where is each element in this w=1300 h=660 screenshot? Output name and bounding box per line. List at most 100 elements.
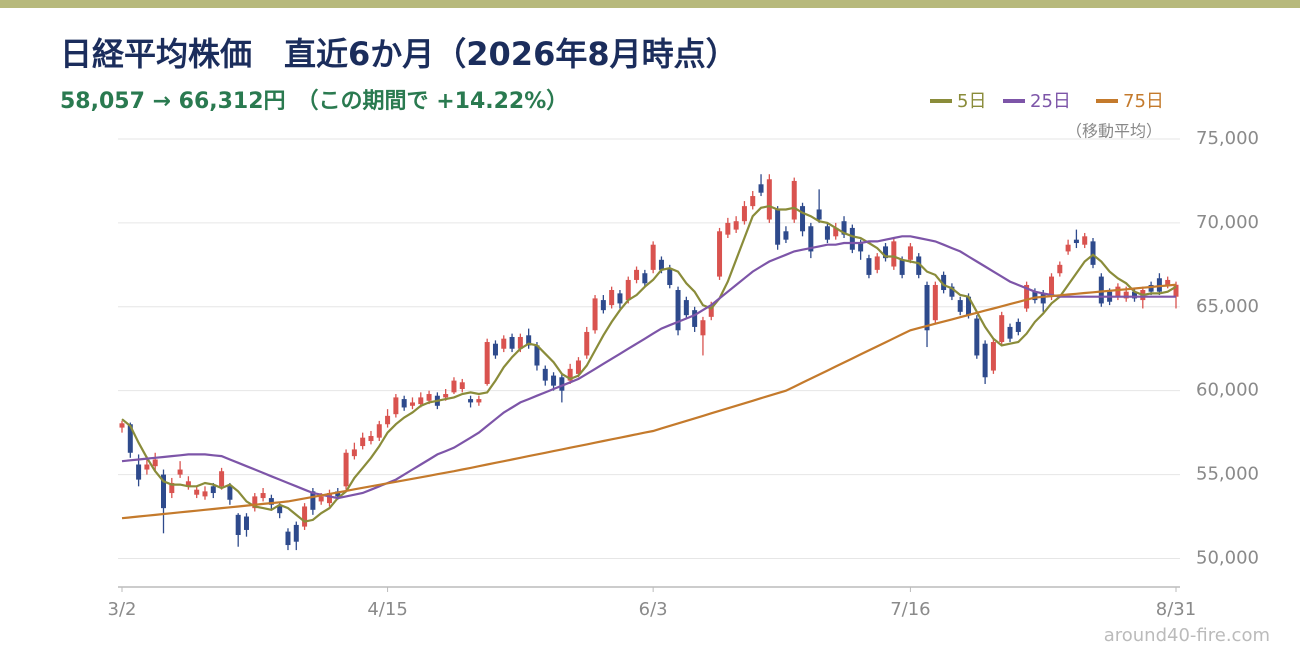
moving-average-line xyxy=(121,204,1177,523)
candle-body xyxy=(816,209,822,220)
candle-body xyxy=(1123,291,1129,299)
candle-body xyxy=(866,258,872,275)
legend-label: 75日 xyxy=(1123,91,1164,112)
candle-body xyxy=(667,268,673,285)
candle-body xyxy=(517,336,523,349)
x-tick-label: 7/16 xyxy=(890,599,930,620)
candle-body xyxy=(874,256,880,270)
candle-body xyxy=(609,290,615,306)
candle-body xyxy=(741,206,747,222)
candle-body xyxy=(451,380,457,393)
candle-body xyxy=(733,221,739,230)
candle-body xyxy=(1098,276,1104,304)
candle-body xyxy=(617,293,623,304)
candle-body xyxy=(750,196,756,207)
candle-body xyxy=(899,259,905,275)
candle-body xyxy=(1090,241,1096,265)
candle-body xyxy=(717,231,723,277)
candle-body xyxy=(152,459,158,467)
y-tick-label: 70,000 xyxy=(1196,212,1259,233)
candle-body xyxy=(941,274,947,291)
candle-body xyxy=(227,486,233,500)
candle-body xyxy=(1032,291,1038,301)
candle-body xyxy=(127,424,133,453)
candle-body xyxy=(1115,286,1121,297)
legend-label: 25日 xyxy=(1030,91,1071,112)
candle-body xyxy=(1040,293,1046,304)
candle-body xyxy=(501,338,507,349)
candle-body xyxy=(758,184,764,193)
candle-body xyxy=(708,306,714,317)
candle-body xyxy=(1049,276,1055,297)
candle-body xyxy=(326,493,332,504)
candle-body xyxy=(1015,321,1021,332)
candle-body xyxy=(675,290,681,331)
candle-body xyxy=(526,335,532,346)
candle-body xyxy=(584,331,590,356)
moving-average-line xyxy=(121,283,1177,520)
candle-body xyxy=(1024,284,1030,309)
candle-body xyxy=(692,310,698,327)
candle-body xyxy=(982,343,988,378)
candle-body xyxy=(775,209,781,245)
candle-body xyxy=(310,491,316,510)
candle-body xyxy=(949,286,955,297)
candle-body xyxy=(551,375,557,386)
candle-body xyxy=(409,402,415,406)
x-tick-label: 6/3 xyxy=(639,599,668,620)
candle-body xyxy=(725,222,731,235)
candle-body xyxy=(169,482,175,494)
candle-body xyxy=(974,318,980,356)
x-tick-label: 3/2 xyxy=(108,599,137,620)
candle-body xyxy=(575,360,581,374)
candle-body xyxy=(194,489,200,495)
candle-body xyxy=(426,394,432,401)
candle-body xyxy=(119,423,125,428)
candle-body xyxy=(883,246,889,259)
candle-body xyxy=(600,300,606,311)
candle-body xyxy=(791,180,797,220)
candle-body xyxy=(476,399,482,403)
candle-body xyxy=(385,415,391,425)
candle-body xyxy=(683,300,689,316)
y-tick-label: 55,000 xyxy=(1196,464,1259,485)
candle-body xyxy=(891,241,897,267)
y-tick-label: 60,000 xyxy=(1196,380,1259,401)
candle-body xyxy=(1132,291,1138,299)
candle-body xyxy=(318,496,324,502)
candle-body xyxy=(459,382,465,390)
candle-body xyxy=(658,259,664,270)
candle-body xyxy=(252,496,258,509)
candle-body xyxy=(219,471,225,487)
candle-body xyxy=(401,399,407,408)
candle-body xyxy=(343,452,349,487)
candle-body xyxy=(700,320,706,336)
candle-body xyxy=(235,514,241,535)
candle-body xyxy=(393,397,399,415)
candle-body xyxy=(210,486,216,494)
candle-body xyxy=(1173,284,1179,297)
candle-body xyxy=(484,342,490,384)
candle-body xyxy=(542,368,548,381)
y-tick-label: 75,000 xyxy=(1196,128,1259,149)
candle-body xyxy=(285,531,291,546)
candle-body xyxy=(642,273,648,284)
candle-body xyxy=(841,221,847,235)
candle-body xyxy=(1148,284,1154,292)
candle-body xyxy=(351,449,357,457)
watermark: around40-fire.com xyxy=(1104,625,1270,646)
chart-subtitle: 58,057 → 66,312円 （この期間で +14.22%） xyxy=(60,89,568,114)
x-tick-label: 4/15 xyxy=(367,599,407,620)
chart-title: 日経平均株価 直近6か月（2026年8月時点） xyxy=(60,35,738,73)
candle-body xyxy=(957,300,963,312)
candle-body xyxy=(160,474,166,509)
candle-body xyxy=(592,298,598,331)
candle-body xyxy=(492,343,498,356)
candle-body xyxy=(376,424,382,438)
candle-body xyxy=(849,227,855,250)
candle-body xyxy=(625,279,631,301)
candle-body xyxy=(800,206,806,232)
candle-body xyxy=(1156,278,1162,292)
candle-body xyxy=(1082,236,1088,245)
candle-body xyxy=(243,516,249,530)
